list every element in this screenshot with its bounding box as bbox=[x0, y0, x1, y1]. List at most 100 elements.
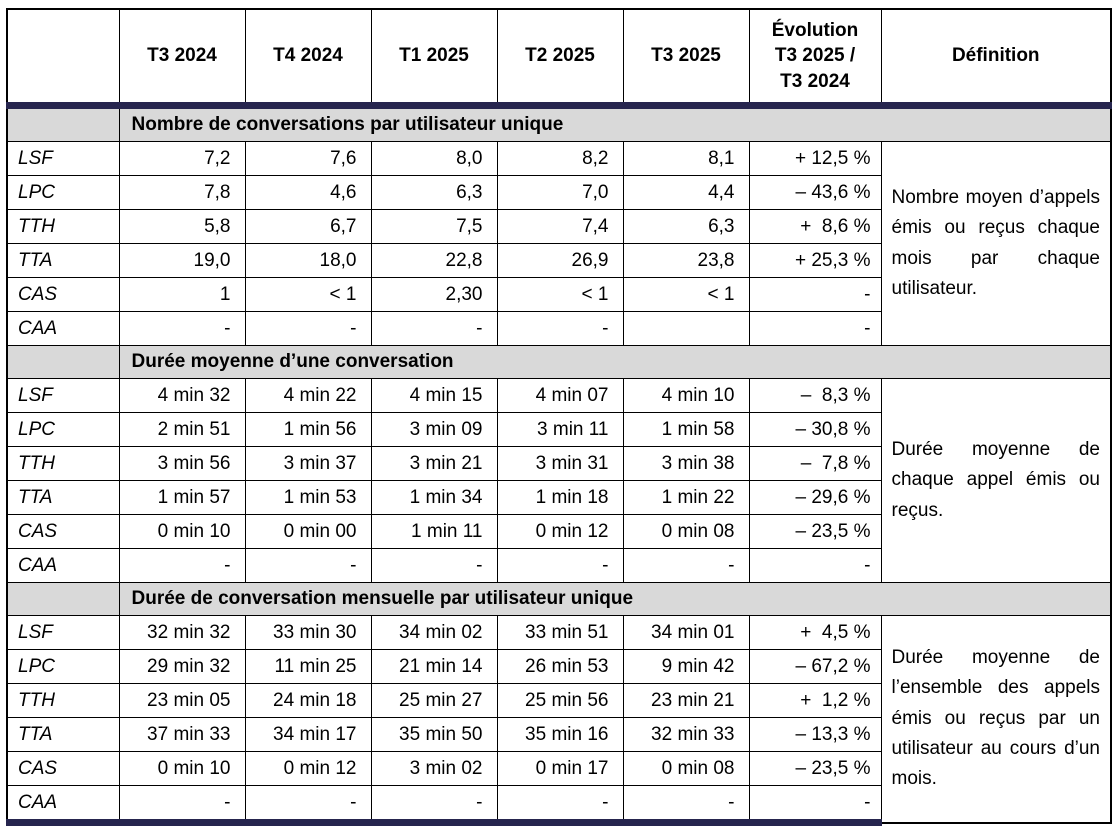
evolution-line-2: T3 2025 / bbox=[774, 45, 856, 67]
row-label: CAS bbox=[6, 277, 120, 312]
value-cell: 3 min 56 bbox=[118, 446, 246, 481]
column-header-t3-2025: T3 2025 bbox=[622, 8, 750, 109]
value-cell: 4 min 07 bbox=[496, 378, 624, 413]
row-label: CAS bbox=[6, 751, 120, 786]
evolution-cell: - bbox=[748, 785, 882, 826]
value-cell: 33 min 51 bbox=[496, 615, 624, 650]
row-label: TTH bbox=[6, 446, 120, 481]
section-title-2: Durée moyenne d’une conversation bbox=[118, 345, 1112, 379]
definition-cell-1: Nombre moyen d’appels émis ou reçus chaq… bbox=[880, 141, 1112, 346]
column-header-t3-2024: T3 2024 bbox=[118, 8, 246, 109]
column-header-evolution: Évolution T3 2025 / T3 2024 bbox=[748, 8, 882, 109]
value-cell: 3 min 21 bbox=[370, 446, 498, 481]
evolution-line-1: Évolution bbox=[771, 19, 859, 41]
value-cell: - bbox=[622, 548, 750, 583]
row-label: LSF bbox=[6, 378, 120, 413]
corner-cell bbox=[6, 8, 120, 109]
table-row: LSF 7,2 7,6 8,0 8,2 8,1 + 12,5 % Nombre … bbox=[6, 141, 1112, 346]
value-cell: 3 min 37 bbox=[244, 446, 372, 481]
value-cell: 24 min 18 bbox=[244, 683, 372, 718]
value-cell: 3 min 09 bbox=[370, 412, 498, 447]
table-row: TTA 1 min 57 1 min 53 1 min 34 1 min 18 … bbox=[6, 480, 1111, 515]
value-cell: 8,0 bbox=[370, 141, 498, 176]
value-cell: 0 min 10 bbox=[118, 751, 246, 786]
value-cell: 7,6 bbox=[244, 141, 372, 176]
value-cell: 0 min 08 bbox=[622, 514, 750, 549]
value-cell: 7,4 bbox=[496, 209, 624, 244]
value-cell: < 1 bbox=[622, 277, 750, 312]
stats-table: T3 2024 T4 2024 T1 2025 T2 2025 T3 2025 … bbox=[6, 8, 1112, 826]
value-cell: 7,0 bbox=[496, 175, 624, 210]
value-cell: 6,3 bbox=[622, 209, 750, 244]
evolution-cell: - bbox=[748, 548, 882, 583]
value-cell: - bbox=[370, 548, 498, 583]
value-cell: 1 min 18 bbox=[496, 480, 624, 515]
value-cell: 26,9 bbox=[496, 243, 624, 278]
table-row: LPC 29 min 32 11 min 25 21 min 14 26 min… bbox=[6, 649, 1111, 684]
value-cell: 4 min 10 bbox=[622, 378, 750, 413]
column-header-t2-2025: T2 2025 bbox=[496, 8, 624, 109]
row-label: TTA bbox=[6, 243, 120, 278]
value-cell: 6,3 bbox=[370, 175, 498, 210]
value-cell: - bbox=[496, 548, 624, 583]
value-cell: < 1 bbox=[496, 277, 624, 312]
section-label-cell bbox=[6, 582, 120, 616]
value-cell: 4 min 15 bbox=[370, 378, 498, 413]
value-cell: 3 min 38 bbox=[622, 446, 750, 481]
value-cell: 0 min 00 bbox=[244, 514, 372, 549]
value-cell: 3 min 02 bbox=[370, 751, 498, 786]
value-cell: 1 min 11 bbox=[370, 514, 498, 549]
value-cell: - bbox=[244, 311, 372, 346]
column-header-t4-2024: T4 2024 bbox=[244, 8, 372, 109]
row-label: LPC bbox=[6, 175, 120, 210]
header-row: T3 2024 T4 2024 T1 2025 T2 2025 T3 2025 … bbox=[6, 8, 1112, 109]
table-row: CAA - - - - - bbox=[6, 311, 1111, 346]
value-cell: 0 min 10 bbox=[118, 514, 246, 549]
row-label: LPC bbox=[6, 412, 120, 447]
value-cell: 23,8 bbox=[622, 243, 750, 278]
value-cell: 7,2 bbox=[118, 141, 246, 176]
value-cell: 1 min 53 bbox=[244, 480, 372, 515]
evolution-cell: + 8,6 % bbox=[748, 209, 882, 244]
value-cell: 4 min 22 bbox=[244, 378, 372, 413]
value-cell: - bbox=[118, 311, 246, 346]
value-cell: 1 bbox=[118, 277, 246, 312]
value-cell: 6,7 bbox=[244, 209, 372, 244]
evolution-cell: + 25,3 % bbox=[748, 243, 882, 278]
column-header-t1-2025: T1 2025 bbox=[370, 8, 498, 109]
value-cell bbox=[622, 311, 750, 346]
value-cell: 19,0 bbox=[118, 243, 246, 278]
value-cell: - bbox=[622, 785, 750, 826]
value-cell: 1 min 57 bbox=[118, 480, 246, 515]
column-header-definition: Définition bbox=[880, 8, 1112, 109]
evolution-line-3: T3 2024 bbox=[780, 70, 850, 92]
evolution-cell: - bbox=[748, 277, 882, 312]
value-cell: 9 min 42 bbox=[622, 649, 750, 684]
value-cell: - bbox=[496, 785, 624, 826]
value-cell: 26 min 53 bbox=[496, 649, 624, 684]
evolution-cell: – 23,5 % bbox=[748, 751, 882, 786]
evolution-cell: + 12,5 % bbox=[748, 141, 882, 176]
value-cell: - bbox=[370, 311, 498, 346]
value-cell: - bbox=[118, 785, 246, 826]
value-cell: 33 min 30 bbox=[244, 615, 372, 650]
value-cell: 0 min 12 bbox=[496, 514, 624, 549]
table-row: TTH 3 min 56 3 min 37 3 min 21 3 min 31 … bbox=[6, 446, 1111, 481]
section-row-3: Durée de conversation mensuelle par util… bbox=[6, 582, 1112, 616]
value-cell: 23 min 21 bbox=[622, 683, 750, 718]
value-cell: - bbox=[244, 548, 372, 583]
value-cell: 22,8 bbox=[370, 243, 498, 278]
value-cell: 29 min 32 bbox=[118, 649, 246, 684]
row-label: LSF bbox=[6, 615, 120, 650]
value-cell: 34 min 17 bbox=[244, 717, 372, 752]
row-label: TTA bbox=[6, 717, 120, 752]
evolution-cell: + 1,2 % bbox=[748, 683, 882, 718]
evolution-cell: – 43,6 % bbox=[748, 175, 882, 210]
table-row: LSF 32 min 32 33 min 30 34 min 02 33 min… bbox=[6, 615, 1112, 823]
value-cell: 35 min 50 bbox=[370, 717, 498, 752]
value-cell: 35 min 16 bbox=[496, 717, 624, 752]
evolution-cell: – 67,2 % bbox=[748, 649, 882, 684]
value-cell: 32 min 33 bbox=[622, 717, 750, 752]
value-cell: 4 min 32 bbox=[118, 378, 246, 413]
evolution-cell: – 8,3 % bbox=[748, 378, 882, 413]
